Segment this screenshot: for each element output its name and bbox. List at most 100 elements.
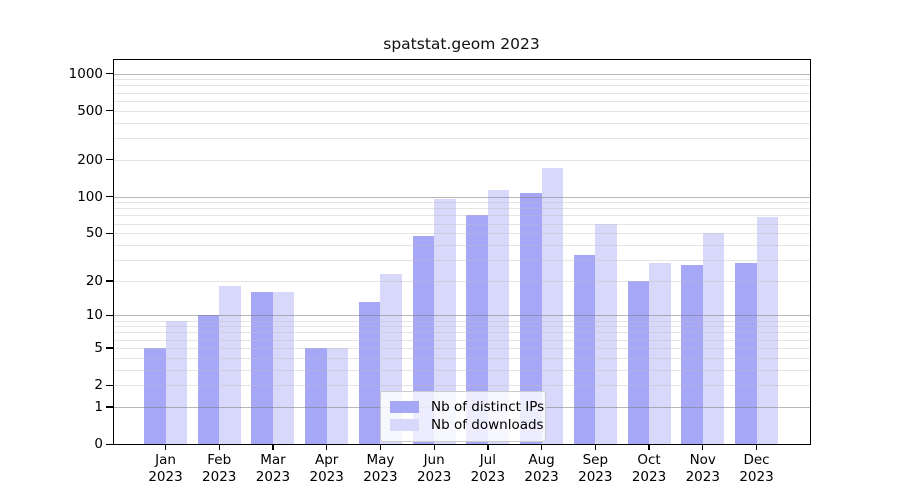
y-tick-label: 500 [77,102,103,119]
bar-distinct-ips [305,347,327,444]
x-tick-mark [648,445,650,450]
x-tick-label: Feb 2023 [202,452,237,485]
gridline-minor [113,208,810,210]
x-tick-mark [326,445,328,450]
x-tick-label: Apr 2023 [309,452,344,485]
x-tick-mark [594,445,596,450]
x-tick-label: May 2023 [363,452,398,485]
x-tick-mark [272,445,274,450]
gridline-minor [113,137,810,139]
chart-title: spatstat.geom 2023 [383,35,540,53]
gridline-minor [113,357,810,359]
x-tick-label: Oct 2023 [631,452,667,485]
gridline-minor [113,85,810,87]
bar-distinct-ips [520,193,542,444]
gridline-major [113,315,810,317]
bar-distinct-ips [197,315,220,444]
x-tick-label: Jun 2023 [416,452,452,485]
bar-downloads [541,168,564,444]
bar-distinct-ips [735,263,757,444]
gridline-minor [113,100,810,102]
legend-label-distinct-ips: Nb of distinct IPs [431,399,545,415]
y-tick-mark [105,443,113,445]
y-tick-mark [105,314,113,317]
bar-downloads [165,320,187,444]
bar-distinct-ips [358,302,381,444]
y-tick-mark [105,196,113,198]
bar-downloads [756,216,778,444]
y-tick-label: 5 [94,339,103,356]
x-tick-label: Jan 2023 [148,452,183,485]
x-tick-mark [379,445,382,450]
gridline-major [113,196,810,198]
x-tick-mark [540,445,543,450]
gridline-major [113,73,810,75]
y-tick-mark [105,384,113,386]
legend-row-downloads: Nb of downloads [390,417,544,433]
x-tick-mark [433,445,435,450]
legend-label-downloads: Nb of downloads [431,417,544,433]
gridline-minor [113,159,810,161]
x-tick-label: Mar 2023 [255,452,291,485]
gridline-minor [113,259,810,261]
y-tick-label: 2 [94,377,103,394]
legend: Nb of distinct IPs Nb of downloads [380,391,546,442]
gridline-minor [113,339,810,341]
bar-distinct-ips [251,292,273,444]
y-tick-label: 50 [85,225,103,242]
bar-downloads [326,347,349,444]
bar-downloads [219,286,241,444]
y-tick-label: 10 [85,307,103,324]
bar-distinct-ips [681,265,703,444]
gridline-minor [113,110,810,112]
gridline-minor [113,202,810,204]
x-tick-mark [755,445,758,450]
bar-downloads [487,190,510,444]
gridline-minor [113,244,810,246]
legend-swatch-downloads [390,419,419,431]
x-tick-mark [702,445,704,450]
x-tick-mark [218,445,220,450]
y-tick-mark [105,232,113,234]
x-tick-label: Aug 2023 [524,452,559,485]
x-tick-mark [487,445,489,450]
gridline-minor [113,79,810,81]
gridline-minor [113,280,810,282]
y-tick-mark [105,73,113,75]
bar-downloads [595,223,617,444]
gridline-minor [113,215,810,217]
x-tick-label: Jul 2023 [470,452,506,485]
y-tick-mark [105,347,113,349]
x-tick-label: Dec 2023 [739,452,774,485]
y-tick-mark [105,159,113,161]
bar-distinct-ips [144,347,166,444]
gridline-minor [113,233,810,235]
legend-row-ips: Nb of distinct IPs [390,399,544,415]
gridline-minor [113,92,810,94]
bar-distinct-ips [627,280,650,444]
gridline-minor [113,385,810,387]
gridline-minor [113,332,810,334]
x-tick-label: Nov 2023 [685,452,720,485]
y-tick-label: 20 [85,272,103,289]
bar-distinct-ips [466,215,488,444]
y-tick-label: 100 [77,188,103,205]
gridline-minor [113,369,810,371]
gridline-minor [113,326,810,328]
x-tick-label: Sep 2023 [578,452,613,485]
y-tick-label: 200 [77,151,103,168]
gridline-minor [113,320,810,322]
x-tick-mark [164,445,167,450]
gridline-minor [113,223,810,225]
y-tick-mark [105,280,113,282]
bar-downloads [649,263,671,444]
y-tick-mark [105,110,113,112]
y-tick-label: 1 [94,398,103,415]
bar-downloads [702,233,725,444]
bar-downloads [434,199,456,444]
bar-downloads [272,292,295,444]
gridline-minor [113,347,810,349]
gridline-minor [113,122,810,124]
legend-swatch-distinct-ips [390,401,419,413]
